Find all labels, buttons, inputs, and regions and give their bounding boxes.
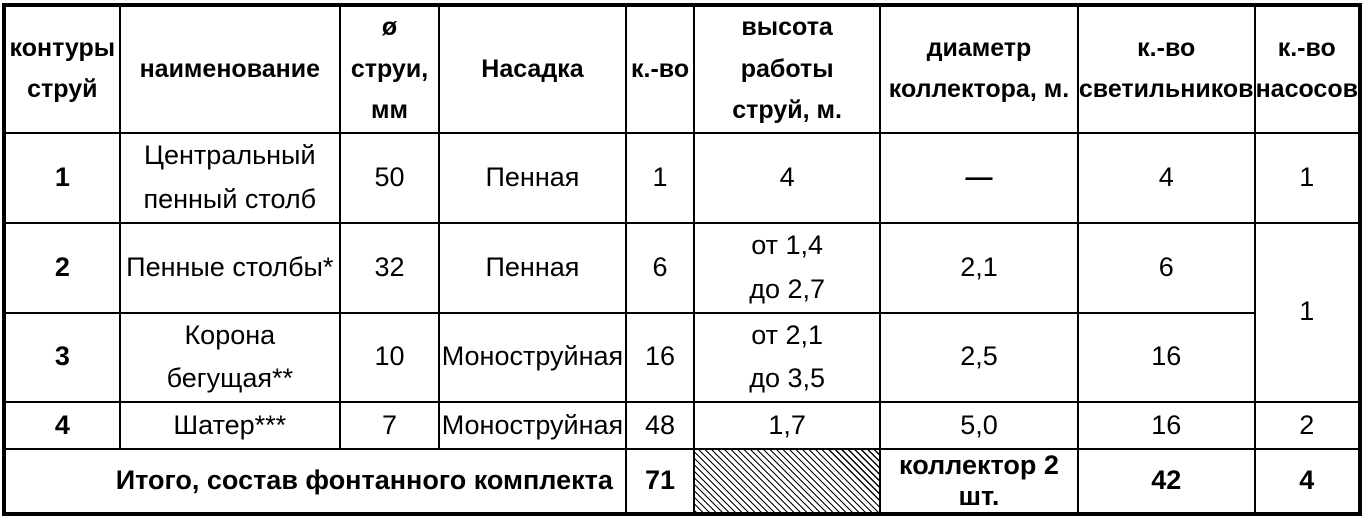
cell-jet-height: 1,7 (693, 400, 882, 450)
cell-lights-qty: 16 (1076, 311, 1256, 403)
header-collector-diameter: диаметр коллектора, м. (879, 4, 1079, 134)
header-lights-qty: к.-во светильников (1076, 4, 1256, 134)
cell-name: Корона бегущая** (118, 311, 341, 403)
cell-qty: 16 (624, 311, 696, 403)
cell-name: Центральный пенный столб (118, 131, 341, 224)
header-jet-height: высота работы струй, м. (693, 4, 882, 134)
cell-jet-diameter: 50 (338, 131, 441, 224)
table-row: 2 Пенные столбы* 32 Пенная 6 от 1,4 до 2… (3, 221, 1362, 403)
table-row: 3 Корона бегущая** 10 Моноструйная 16 от… (3, 311, 1360, 403)
cell-name: Пенные столбы* (118, 221, 341, 314)
cell-jet-diameter: 32 (338, 221, 441, 314)
cell-qty: 6 (624, 221, 696, 314)
cell-jet-diameter: 10 (338, 311, 441, 403)
header-jet-diameter: ø струи, мм (338, 4, 441, 134)
totals-qty: 71 (624, 447, 696, 515)
totals-collector: коллектор 2 шт. (879, 447, 1079, 515)
header-row: контуры струй наименование ø струи, мм Н… (3, 4, 1362, 134)
cell-contour: 2 (3, 221, 121, 314)
table-footer: Итого, состав фонтанного комплекта 71 ко… (3, 447, 1362, 515)
header-name: наименование (118, 4, 341, 134)
cell-pumps-qty-merged: 1 (1253, 221, 1362, 403)
cell-jet-height: от 1,4 до 2,7 (693, 221, 882, 314)
totals-pumps-qty: 4 (1253, 447, 1362, 515)
cell-name: Шатер*** (118, 400, 341, 450)
cell-contour: 3 (3, 311, 121, 403)
totals-label: Итого, состав фонтанного комплекта (3, 447, 627, 515)
table-body: 1 Центральный пенный столб 50 Пенная 1 4… (3, 131, 1362, 450)
cell-contour: 4 (3, 400, 121, 450)
cell-lights-qty: 6 (1076, 221, 1256, 314)
cell-collector-diameter: 5,0 (879, 400, 1079, 450)
cell-contour: 1 (3, 131, 121, 224)
table-header: контуры струй наименование ø струи, мм Н… (3, 4, 1362, 134)
cell-qty: 1 (624, 131, 696, 224)
table-row: 1 Центральный пенный столб 50 Пенная 1 4… (3, 131, 1362, 224)
cell-lights-qty: 16 (1076, 400, 1256, 450)
totals-row: Итого, состав фонтанного комплекта 71 ко… (3, 447, 1362, 515)
cell-jet-height: 4 (693, 131, 882, 224)
header-jet-contours: контуры струй (3, 4, 121, 134)
cell-collector-diameter: — (879, 131, 1079, 224)
cell-qty: 48 (624, 400, 696, 450)
cell-pumps-qty: 2 (1253, 400, 1362, 450)
table-row: 4 Шатер*** 7 Моноструйная 48 1,7 5,0 16 … (3, 400, 1362, 450)
header-nozzle: Насадка (438, 4, 627, 134)
cell-nozzle: Моноструйная (438, 400, 627, 450)
header-pumps-qty: к.-во насосов (1253, 4, 1362, 134)
hatched-cell (693, 447, 882, 515)
cell-nozzle: Пенная (438, 131, 627, 224)
header-qty: к.-во (624, 4, 696, 134)
cell-collector-diameter: 2,5 (879, 311, 1079, 403)
cell-jet-height: от 2,1 до 3,5 (693, 311, 882, 403)
cell-collector-diameter: 2,1 (879, 221, 1079, 314)
cell-jet-diameter: 7 (338, 400, 441, 450)
cell-nozzle: Пенная (438, 221, 627, 314)
cell-lights-qty: 4 (1076, 131, 1256, 224)
cell-pumps-qty: 1 (1253, 131, 1362, 224)
cell-nozzle: Моноструйная (438, 311, 627, 403)
fountain-spec-table: контуры струй наименование ø струи, мм Н… (2, 3, 1362, 516)
totals-lights-qty: 42 (1076, 447, 1256, 515)
